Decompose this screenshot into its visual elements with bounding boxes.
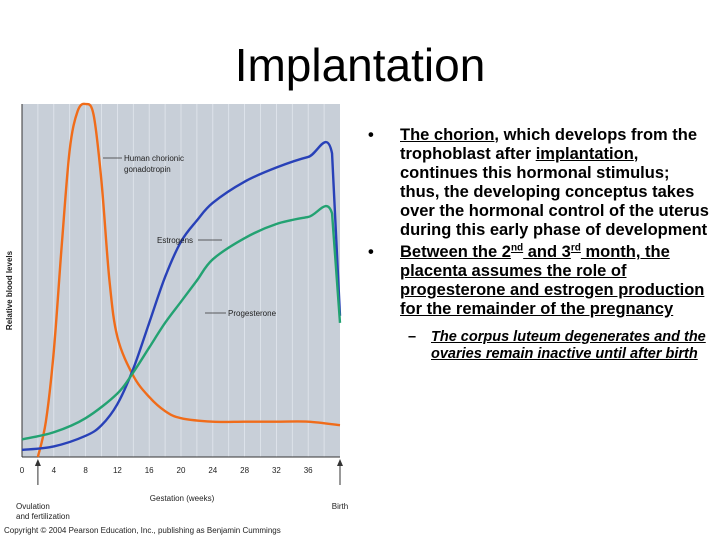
sub-bullet-item: – The corpus luteum degenerates and the o… bbox=[368, 329, 713, 363]
y-axis-label: Relative blood levels bbox=[5, 250, 14, 330]
x-tick-label: 24 bbox=[208, 466, 217, 475]
series-layer bbox=[21, 102, 342, 458]
marker-label-line: Ovulation bbox=[16, 502, 50, 511]
copyright-note: Copyright © 2004 Pearson Education, Inc.… bbox=[4, 526, 281, 535]
series-line bbox=[21, 205, 342, 441]
x-tick-label: 16 bbox=[145, 466, 154, 475]
series-label-line: gonadotropin bbox=[124, 165, 171, 174]
series-label: Estrogens bbox=[157, 236, 193, 245]
bullet-text: month, the placenta assumes the role of … bbox=[400, 243, 705, 318]
bullet-text: and 3 bbox=[523, 243, 571, 261]
x-tick-label: 32 bbox=[272, 466, 281, 475]
sub-bullet-text: The corpus luteum degenerates and the ov… bbox=[431, 329, 706, 362]
bullet-text: , which develops from the trophoblast af… bbox=[400, 126, 698, 163]
x-tick-label: 0 bbox=[20, 466, 25, 475]
x-tick-label: 28 bbox=[240, 466, 249, 475]
bullet-list: • The chorion, which develops from the tr… bbox=[368, 126, 713, 363]
hormone-chart: 0 4 8 12 16 20 24 28 32 36 Gestation (weeks) Relati… bbox=[4, 102, 348, 535]
marker-label: Birth bbox=[332, 502, 348, 511]
bullet-text: , continues this hormonal stimulus; thus… bbox=[400, 145, 709, 239]
bullet-text: rd bbox=[570, 242, 581, 254]
label-layer: 0 4 8 12 16 20 24 28 32 36 Gestation (weeks) Relati… bbox=[4, 154, 348, 535]
series-label-line: Human chorionic bbox=[124, 154, 184, 163]
x-tick-label: 20 bbox=[177, 466, 186, 475]
x-tick-label: 36 bbox=[304, 466, 313, 475]
bullet-marker: • bbox=[368, 126, 374, 144]
marker-arrowhead bbox=[34, 459, 41, 466]
x-axis-label: Gestation (weeks) bbox=[150, 494, 215, 503]
series-line bbox=[36, 102, 341, 458]
bullet-text: The chorion bbox=[400, 126, 495, 144]
x-tick-label: 8 bbox=[83, 466, 88, 475]
bullet-item: • Between the 2nd and 3rd month, the plac… bbox=[368, 243, 713, 319]
sub-bullet-marker: – bbox=[408, 329, 417, 345]
marker-label-line: and fertilization bbox=[16, 512, 70, 521]
marker-arrowhead bbox=[337, 459, 343, 466]
series-line bbox=[21, 140, 342, 452]
bullet-text: implantation bbox=[535, 145, 634, 163]
x-tick-label: 4 bbox=[52, 466, 57, 475]
series-label: Progesterone bbox=[228, 309, 277, 318]
bullet-item: • The chorion, which develops from the tr… bbox=[368, 126, 713, 240]
bullet-marker: • bbox=[368, 243, 374, 261]
slide-title: Implantation bbox=[234, 39, 486, 91]
bullet-text: nd bbox=[510, 242, 524, 254]
bullet-text: Between the 2 bbox=[400, 243, 511, 261]
x-tick-label: 12 bbox=[113, 466, 122, 475]
